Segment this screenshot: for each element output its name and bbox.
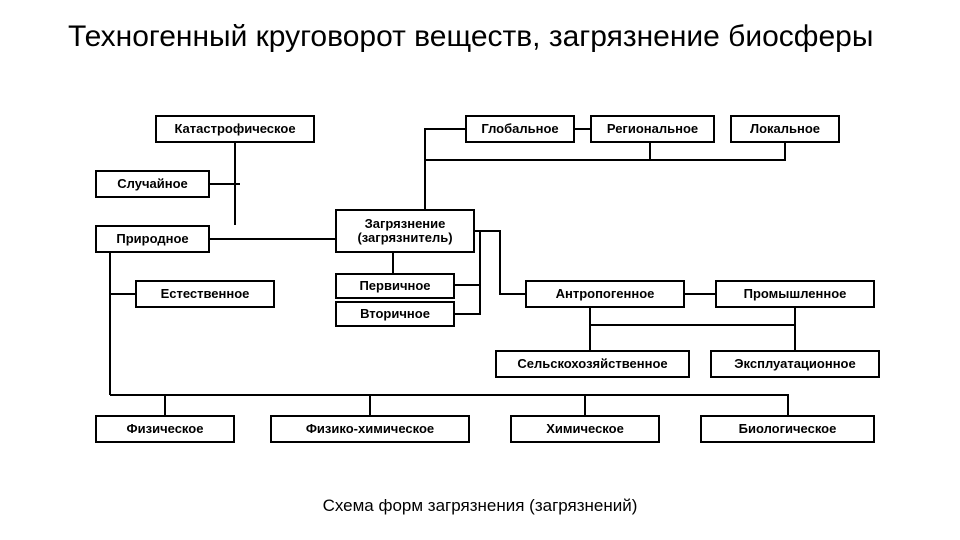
- node-agricultural: Сельскохозяйственное: [495, 350, 690, 378]
- node-operational: Эксплуатационное: [710, 350, 880, 378]
- node-anthropogenic: Антропогенное: [525, 280, 685, 308]
- node-chemical: Химическое: [510, 415, 660, 443]
- edge: [210, 143, 235, 184]
- node-physchem: Физико-химическое: [270, 415, 470, 443]
- page-title: Техногенный круговорот веществ, загрязне…: [68, 18, 873, 56]
- edge: [110, 395, 788, 415]
- node-regional: Региональное: [590, 115, 715, 143]
- edge: [425, 143, 650, 209]
- diagram-caption: Схема форм загрязнения (загрязнений): [0, 496, 960, 516]
- node-primary: Первичное: [335, 273, 455, 299]
- edge: [110, 253, 135, 294]
- flowchart-diagram: Катастрофическое Глобальное Региональное Ло…: [95, 115, 885, 460]
- node-catastrophic: Катастрофическое: [155, 115, 315, 143]
- node-physical: Физическое: [95, 415, 235, 443]
- node-local: Локальное: [730, 115, 840, 143]
- edge: [455, 285, 480, 314]
- edge: [110, 395, 370, 415]
- edge: [110, 395, 165, 415]
- node-natural: Природное: [95, 225, 210, 253]
- node-industrial: Промышленное: [715, 280, 875, 308]
- node-accidental: Случайное: [95, 170, 210, 198]
- node-global: Глобальное: [465, 115, 575, 143]
- node-secondary: Вторичное: [335, 301, 455, 327]
- edge: [650, 143, 785, 160]
- edge: [475, 231, 525, 294]
- node-biological: Биологическое: [700, 415, 875, 443]
- node-pollution: Загрязнение (загрязнитель): [335, 209, 475, 253]
- node-natural2: Естественное: [135, 280, 275, 308]
- edge: [110, 395, 585, 415]
